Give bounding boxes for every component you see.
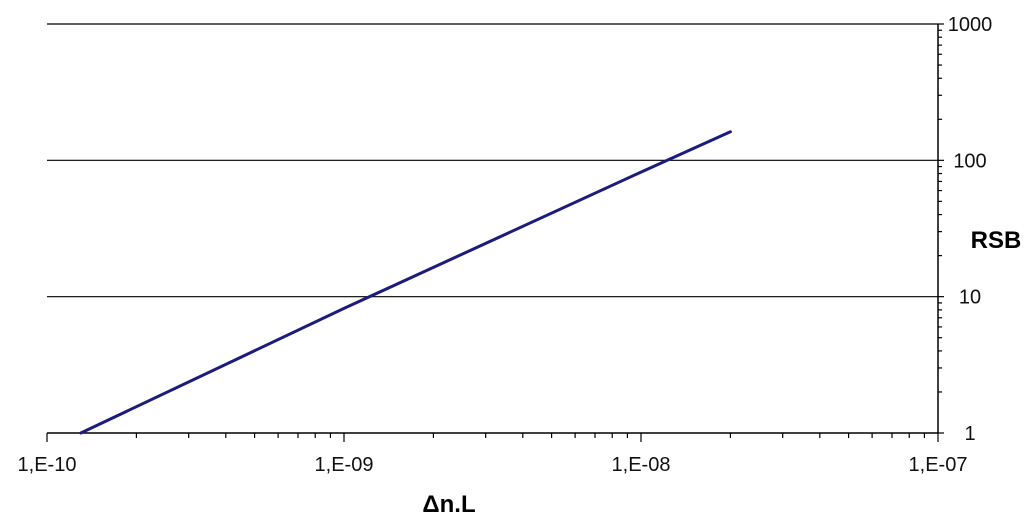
x-axis-title: Δn.L bbox=[422, 491, 475, 518]
gridlines bbox=[47, 23, 938, 298]
series-line bbox=[79, 130, 732, 435]
series-layer bbox=[79, 130, 732, 435]
x-tick-label: 1,E-08 bbox=[612, 454, 671, 476]
x-tick-label: 1,E-07 bbox=[909, 454, 968, 476]
y-tick-labels: 1 10 100 1000 bbox=[948, 14, 993, 445]
y-tick-label: 10 bbox=[959, 287, 981, 309]
x-tick-label: 1,E-09 bbox=[315, 454, 374, 476]
x-tick-label: 1,E-10 bbox=[18, 454, 77, 476]
y-tick-label: 1000 bbox=[948, 14, 993, 36]
y-axis-title: RSB bbox=[971, 227, 1022, 254]
y-tick-label: 100 bbox=[953, 150, 986, 172]
x-tick-labels: 1,E-10 1,E-09 1,E-08 1,E-07 bbox=[18, 454, 968, 476]
axes bbox=[46, 23, 944, 442]
y-tick-label: 1 bbox=[964, 423, 975, 445]
